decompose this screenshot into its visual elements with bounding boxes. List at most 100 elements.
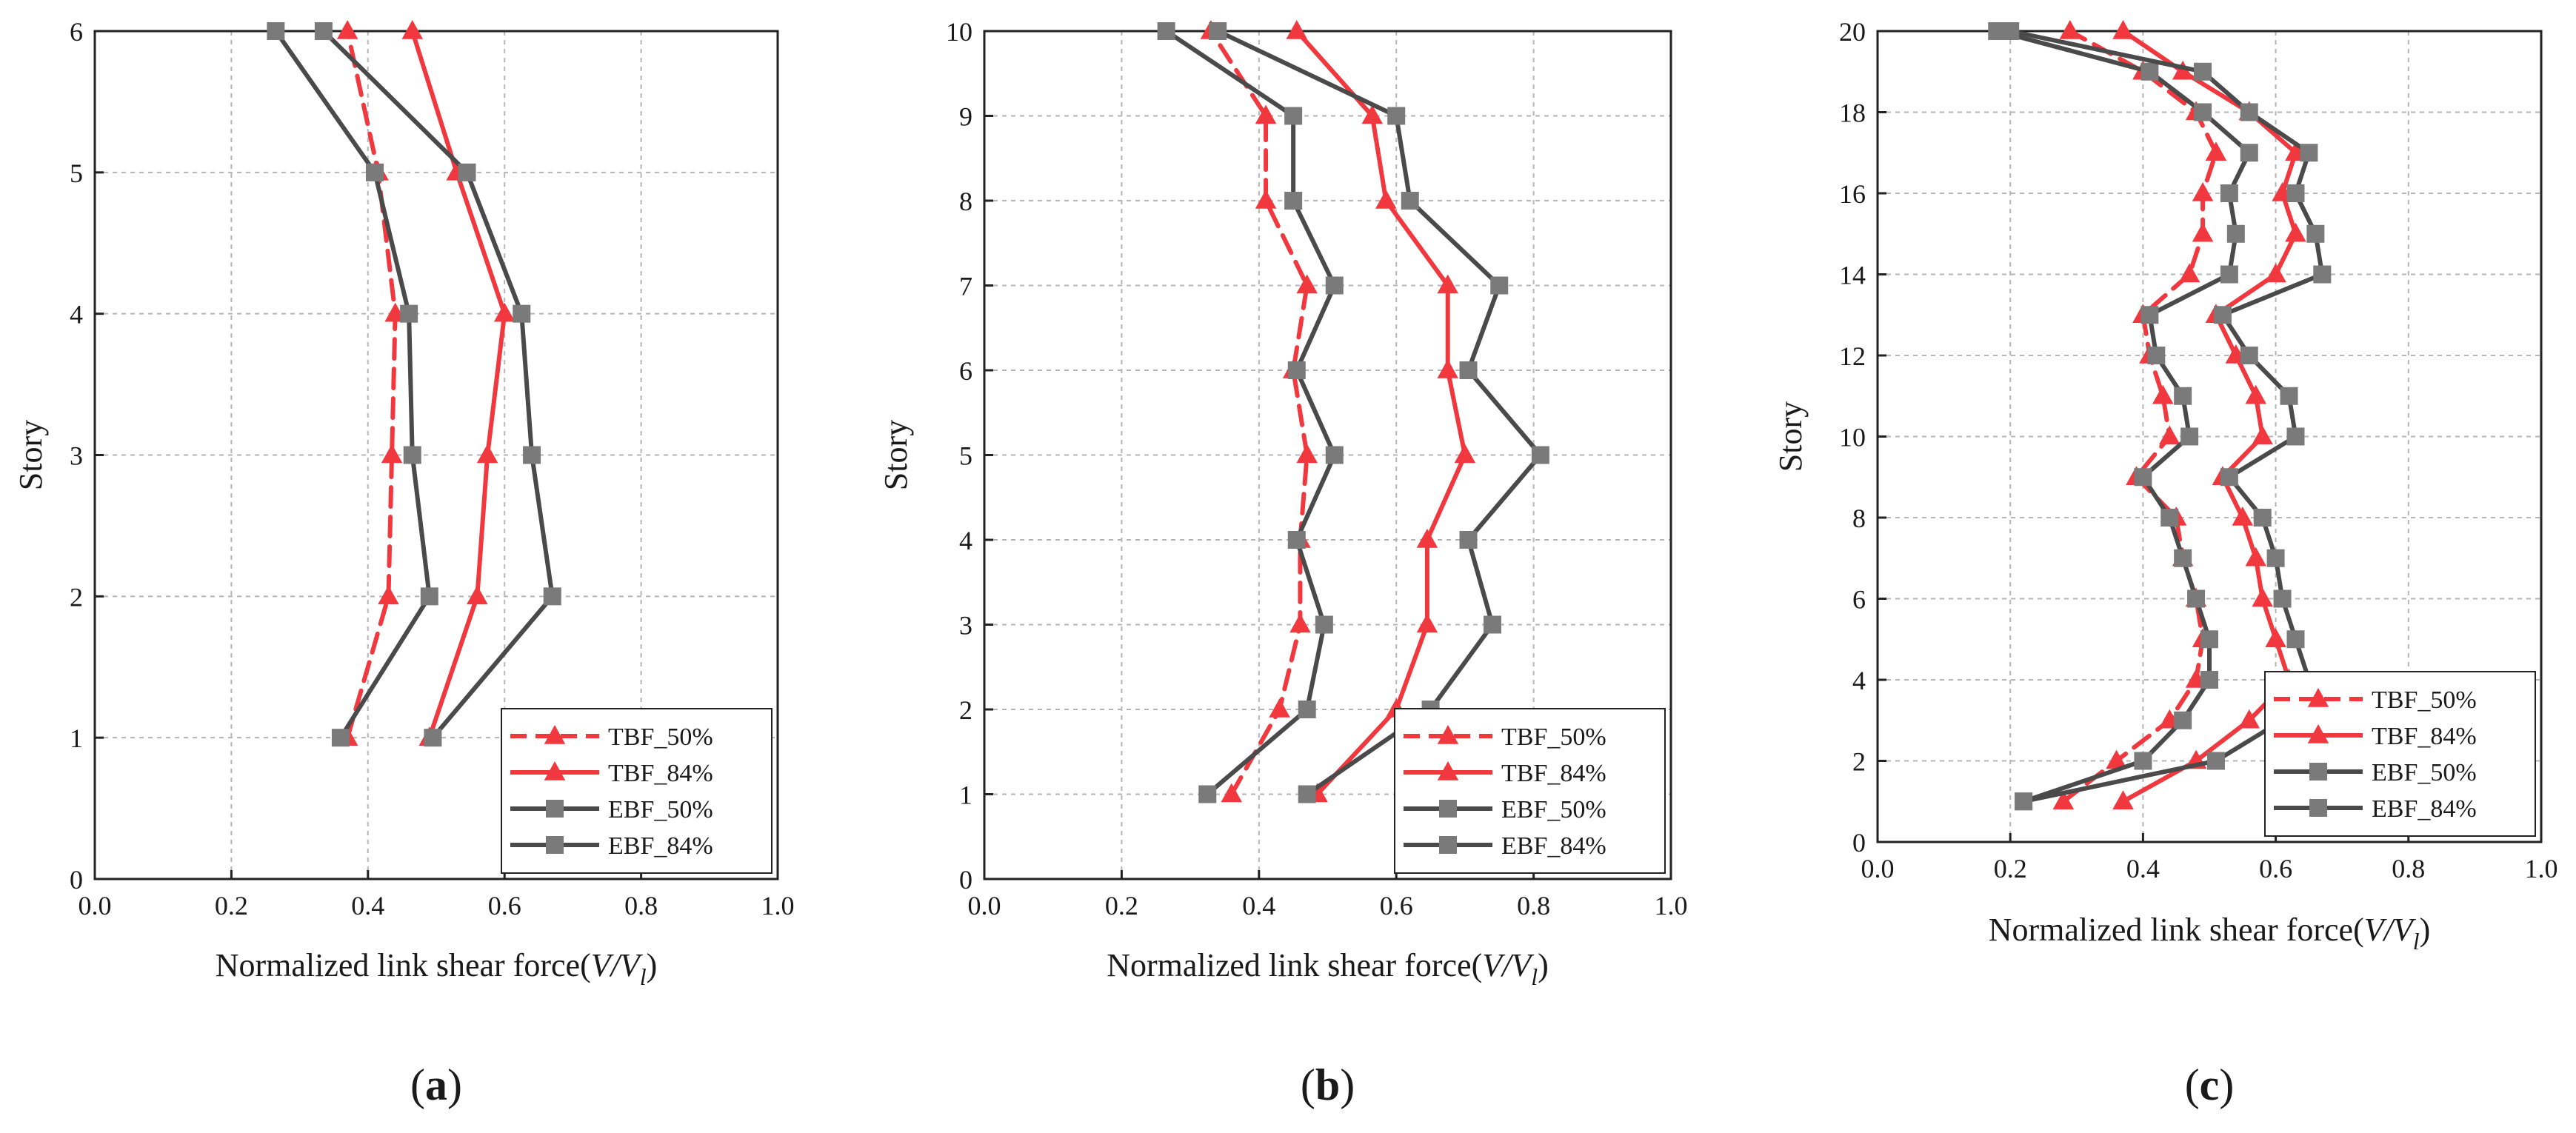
panel-label: (b) xyxy=(1301,1060,1355,1109)
data-point-square xyxy=(2240,103,2258,121)
y-tick-label: 6 xyxy=(959,356,972,386)
x-axis-title-paren: ( xyxy=(2353,912,2364,948)
data-point-square xyxy=(2134,752,2152,770)
legend-label: EBF_50% xyxy=(2372,759,2477,786)
x-axis-title-text: Normalized link shear force xyxy=(216,947,580,983)
x-tick-label: 1.0 xyxy=(2525,854,2558,883)
data-point-square xyxy=(2240,144,2258,162)
data-point-square xyxy=(1490,276,1509,295)
data-point-square xyxy=(1287,361,1306,379)
legend-label: TBF_84% xyxy=(1501,760,1606,787)
series-line-EBF_84% xyxy=(1215,29,1543,797)
y-tick-label: 6 xyxy=(1852,585,1866,615)
data-point-triangle xyxy=(336,20,358,39)
chart-panel-b: 0.0 0.2 0.4 0.6 0.8 1.0 0 1 2 3 4 5 6 7 8 9 10 Normalized… xyxy=(878,17,1688,1109)
data-point-square xyxy=(2286,184,2305,202)
data-point-triangle xyxy=(1296,274,1318,294)
y-tick-label: 14 xyxy=(1839,261,1866,290)
data-point-square xyxy=(2200,630,2218,649)
data-point-triangle xyxy=(1375,190,1397,209)
data-point-triangle xyxy=(2245,547,2266,566)
chart-panel-a: 0.0 0.2 0.4 0.6 0.8 1.0 0 1 2 3 4 5 6 Normalized link… xyxy=(13,17,795,1109)
panel-label: (c) xyxy=(2185,1060,2235,1109)
data-point-square xyxy=(2220,265,2238,284)
y-tick-label: 9 xyxy=(959,102,972,132)
x-axis-title-math: V/V xyxy=(2364,912,2417,948)
data-point-square xyxy=(1157,22,1175,40)
x-tick-label: 0.8 xyxy=(1517,891,1550,920)
y-tick-label: 10 xyxy=(946,17,972,47)
data-point-square xyxy=(2280,387,2298,405)
data-point-triangle xyxy=(1437,359,1458,378)
data-point-square xyxy=(2286,427,2305,446)
data-point-square xyxy=(1387,107,1406,125)
panel-label-letter: c xyxy=(2200,1060,2220,1109)
y-tick-label: 2 xyxy=(1852,747,1866,777)
data-point-triangle xyxy=(1416,529,1438,548)
data-point-square xyxy=(2253,509,2272,527)
panel-label-close: ) xyxy=(447,1060,462,1109)
x-axis-title-subscript: l xyxy=(2413,928,2420,955)
data-point-square xyxy=(1298,701,1316,718)
x-axis-title: Normalized link shear force(V/Vl) xyxy=(216,947,658,990)
y-tick-label: 2 xyxy=(959,695,972,725)
y-tick-label: 1 xyxy=(959,781,972,810)
data-point-square xyxy=(2194,103,2212,121)
data-point-triangle xyxy=(1296,444,1318,464)
data-point-triangle xyxy=(1269,698,1290,718)
y-axis-title: Story xyxy=(878,420,914,490)
y-tick-label: 2 xyxy=(70,582,83,612)
legend-label: EBF_50% xyxy=(608,796,713,823)
chart-panel-c: 0.0 0.2 0.4 0.6 0.8 1.0 0 2 4 6 8 10 12 14 16 18 20 Norma… xyxy=(1772,17,2558,1109)
data-point-square xyxy=(2140,306,2159,324)
data-point-triangle xyxy=(1437,274,1458,294)
data-point-square xyxy=(2213,306,2232,324)
x-axis-title-close: ) xyxy=(1538,947,1549,983)
y-tick-label: 7 xyxy=(959,272,972,301)
panel-label: (a) xyxy=(410,1060,462,1109)
data-point-square xyxy=(458,163,476,181)
x-tick-label: 0.4 xyxy=(1242,891,1275,920)
x-tick-label: 0.2 xyxy=(215,891,248,920)
x-axis-title-close: ) xyxy=(647,947,658,983)
x-axis-title-subscript: l xyxy=(1531,963,1538,990)
y-tick-label: 6 xyxy=(70,17,83,47)
data-point-square xyxy=(2147,347,2166,364)
legend-label: EBF_84% xyxy=(1501,832,1606,860)
legend-marker-triangle xyxy=(544,761,566,781)
data-point-square xyxy=(314,22,333,40)
data-point-triangle xyxy=(2192,182,2214,201)
data-point-triangle xyxy=(1289,613,1311,633)
series-line-TBF_84% xyxy=(1294,29,1467,797)
y-tick-label: 5 xyxy=(959,441,972,471)
data-point-triangle xyxy=(493,302,515,322)
data-point-square xyxy=(2273,589,2292,608)
data-point-square xyxy=(366,163,384,181)
data-point-triangle xyxy=(2245,384,2266,404)
y-tick-label: 10 xyxy=(1839,423,1866,452)
legend-marker-triangle xyxy=(1437,725,1459,744)
data-point-square xyxy=(1284,192,1303,210)
data-point-triangle xyxy=(2205,141,2227,161)
data-point-square xyxy=(400,304,418,323)
data-point-triangle xyxy=(401,20,423,39)
legend-label: TBF_50% xyxy=(608,723,713,751)
x-axis-title-subscript: l xyxy=(640,963,647,990)
series-line-EBF_50% xyxy=(1164,29,1337,797)
legend-marker-square xyxy=(1439,800,1457,818)
x-axis-title-text: Normalized link shear force xyxy=(1989,912,2353,948)
data-point-square xyxy=(2194,62,2212,81)
data-point-triangle xyxy=(2158,425,2180,445)
data-point-triangle xyxy=(1286,20,1308,39)
data-point-square xyxy=(1325,446,1344,464)
y-tick-label: 18 xyxy=(1839,98,1866,128)
data-point-triangle xyxy=(2285,222,2306,242)
data-point-triangle xyxy=(2059,20,2081,39)
data-point-square xyxy=(1531,446,1549,464)
x-tick-label: 1.0 xyxy=(761,891,795,920)
data-point-square xyxy=(1459,361,1478,379)
x-tick-label: 0.4 xyxy=(351,891,384,920)
data-point-square xyxy=(2240,347,2258,364)
data-point-square xyxy=(2180,427,2199,446)
legend: TBF_50% TBF_84% EBF_50% EBF_84% xyxy=(2264,671,2536,837)
